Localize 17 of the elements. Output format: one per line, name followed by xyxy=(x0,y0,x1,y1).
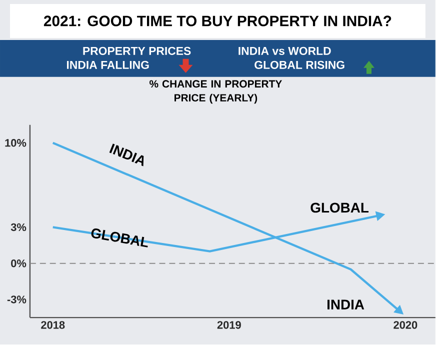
text: PROPERTY PRICES xyxy=(83,47,191,56)
x-tick-label: 2019 xyxy=(217,321,241,330)
text: INDIA vs WORLD xyxy=(238,47,331,56)
y-tick-label: 10% xyxy=(5,139,26,147)
text: INDIA xyxy=(328,300,364,310)
text: GLOBAL xyxy=(91,228,148,248)
text: INDIA FALLING xyxy=(66,61,149,70)
chart-title: 2021: GOOD TIME TO BUY PROPERTY IN INDIA? xyxy=(44,16,392,26)
x-tick-label: 2018 xyxy=(41,321,65,330)
text: GLOBAL xyxy=(310,203,369,213)
text: INDIA xyxy=(109,144,144,166)
x-tick-label: 2020 xyxy=(394,321,418,330)
y-tick-label: -3% xyxy=(7,296,26,304)
text: % CHANGE IN PROPERTY PRICE (YEARLY) xyxy=(150,80,282,104)
y-tick-label: 0% xyxy=(11,260,26,268)
y-tick-label: 3% xyxy=(10,224,26,232)
text: GLOBAL RISING xyxy=(254,61,344,70)
